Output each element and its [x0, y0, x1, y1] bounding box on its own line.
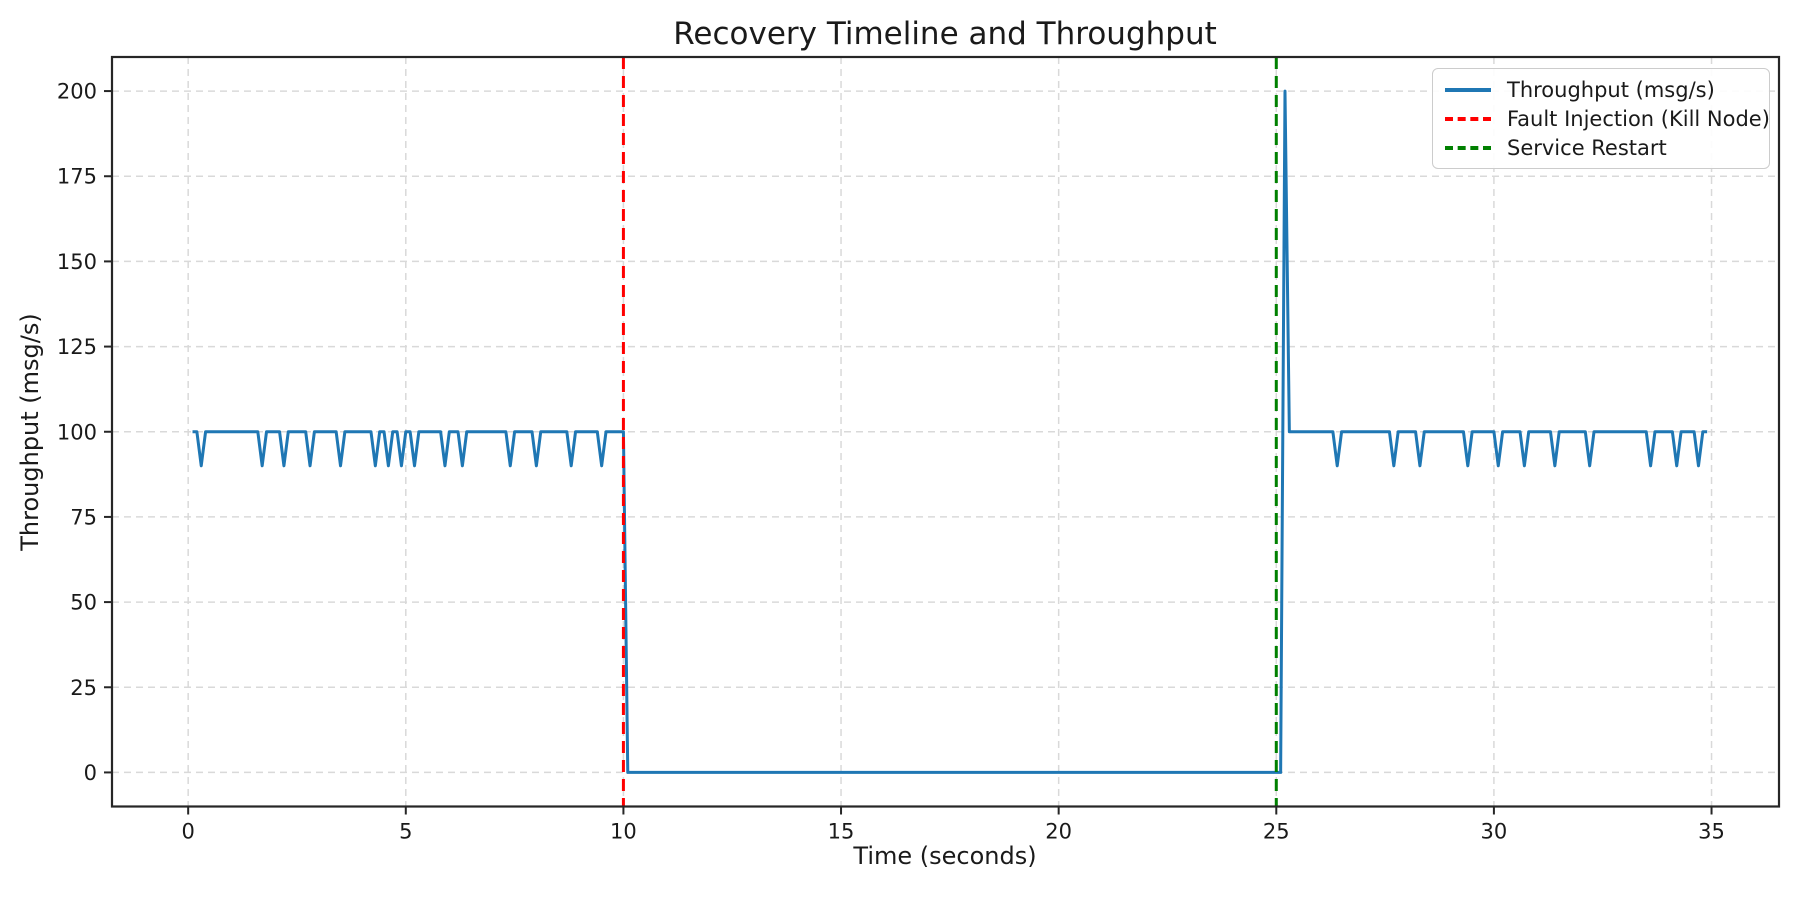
x-tick-label: 30 [1481, 820, 1508, 844]
y-axis-label: Throughput (msg/s) [16, 313, 44, 551]
y-tick-label: 175 [57, 165, 97, 189]
y-tick-label: 125 [57, 335, 97, 359]
chart-title: Recovery Timeline and Throughput [673, 16, 1217, 52]
legend-line-sample-dashed [1445, 145, 1491, 150]
x-tick-label: 20 [1045, 820, 1072, 844]
legend: Throughput (msg/s) Fault Injection (Kill … [1432, 68, 1770, 169]
x-tick-label: 5 [399, 820, 412, 844]
throughput-line [192, 89, 1708, 774]
y-tick-label: 75 [70, 505, 97, 529]
x-axis-label: Time (seconds) [853, 842, 1037, 870]
y-tick-label: 50 [70, 591, 97, 615]
y-tick-label: 200 [57, 80, 97, 104]
y-tick-label: 0 [84, 761, 97, 785]
x-tick-label: 0 [181, 820, 194, 844]
legend-line-sample-solid [1445, 87, 1491, 92]
y-tick-label: 25 [70, 676, 97, 700]
legend-label: Service Restart [1507, 135, 1667, 160]
legend-line-sample-dashed [1445, 116, 1491, 121]
legend-entry: Throughput (msg/s) [1445, 77, 1757, 102]
legend-entry: Fault Injection (Kill Node) [1445, 106, 1770, 131]
x-tick-label: 10 [610, 820, 637, 844]
y-tick-label: 150 [57, 250, 97, 274]
x-tick-label: 25 [1263, 820, 1290, 844]
legend-label: Throughput (msg/s) [1507, 77, 1715, 102]
x-tick-label: 35 [1698, 820, 1725, 844]
legend-entry: Service Restart [1445, 135, 1757, 160]
y-tick-label: 100 [57, 420, 97, 444]
x-tick-label: 15 [828, 820, 855, 844]
legend-label: Fault Injection (Kill Node) [1507, 106, 1770, 131]
